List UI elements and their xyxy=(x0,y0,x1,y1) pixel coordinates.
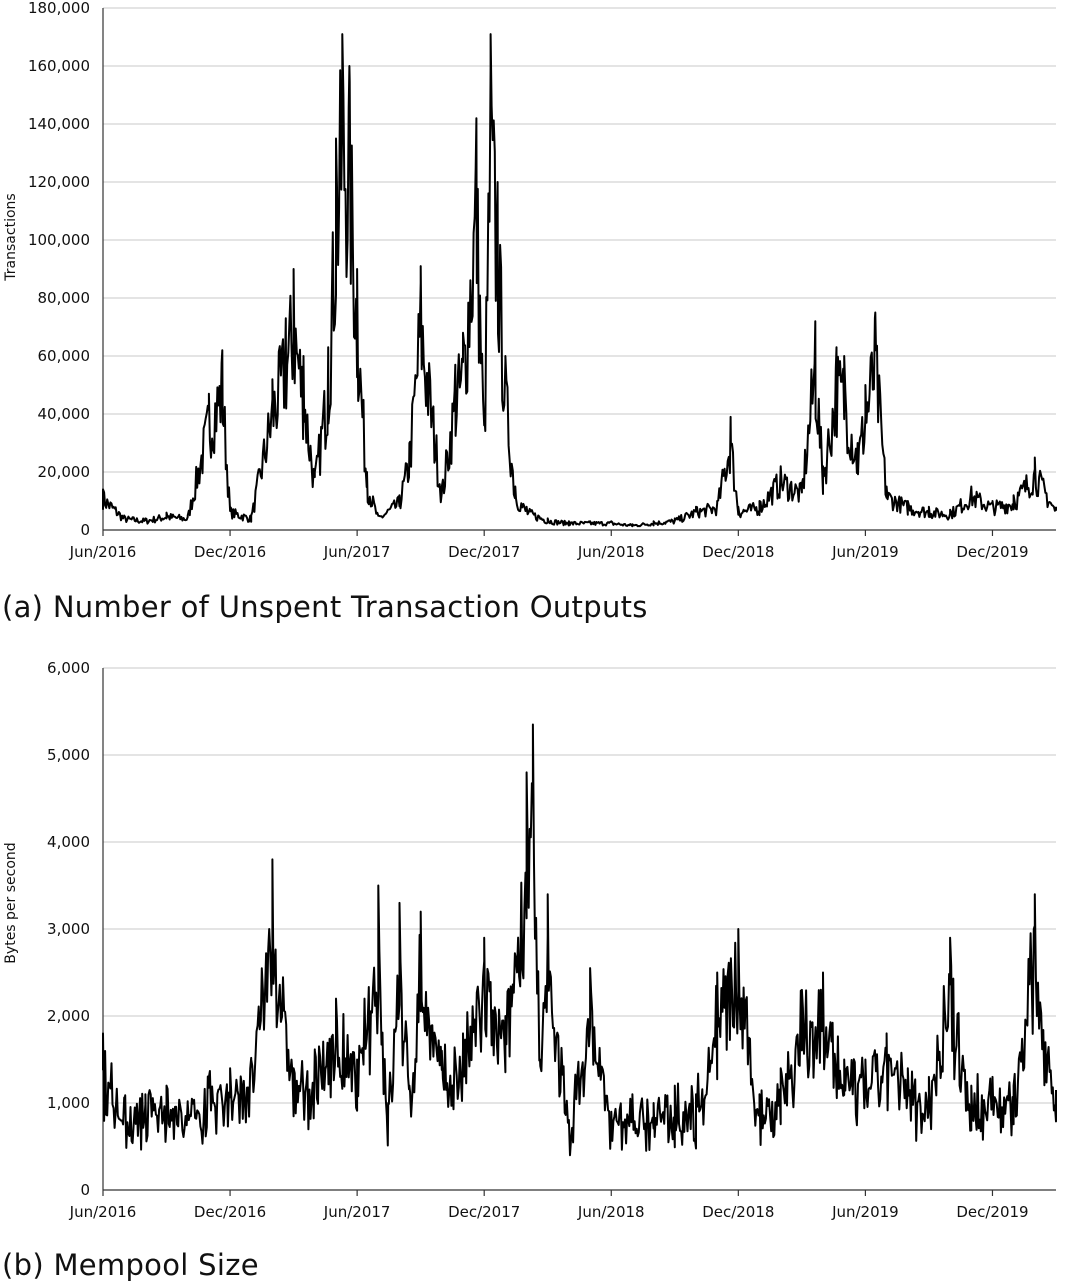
x-tick-label: Jun/2019 xyxy=(831,543,899,561)
y-tick-label: 6,000 xyxy=(47,659,90,677)
series-line xyxy=(102,723,1057,1157)
x-tick-label: Dec/2016 xyxy=(194,543,266,561)
y-tick-label: 20,000 xyxy=(38,463,91,481)
y-axis-label: Transactions xyxy=(3,193,19,281)
y-tick-label: 100,000 xyxy=(28,231,90,249)
y-tick-label: 120,000 xyxy=(28,173,90,191)
y-tick-label: 160,000 xyxy=(28,57,90,75)
y-tick-label: 140,000 xyxy=(28,115,90,133)
y-tick-label: 2,000 xyxy=(47,1007,90,1025)
x-tick-label: Dec/2016 xyxy=(194,1203,266,1221)
y-tick-label: 80,000 xyxy=(38,289,91,307)
y-tick-label: 0 xyxy=(80,1181,90,1199)
x-tick-label: Jun/2019 xyxy=(831,1203,899,1221)
y-tick-label: 5,000 xyxy=(47,746,90,764)
x-tick-label: Dec/2019 xyxy=(956,1203,1028,1221)
y-axis-label: Bytes per second xyxy=(3,842,19,963)
x-tick-label: Jun/2017 xyxy=(323,543,391,561)
x-tick-label: Jun/2018 xyxy=(577,1203,645,1221)
y-tick-label: 0 xyxy=(80,521,90,539)
x-tick-label: Jun/2018 xyxy=(577,543,645,561)
y-tick-label: 3,000 xyxy=(47,920,90,938)
x-tick-label: Dec/2017 xyxy=(448,543,520,561)
mempool-chart: 0 1,000 2,000 3,000 4,000 5,000 6,000 Jun/2016 D… xyxy=(3,659,1057,1221)
x-tick-label: Dec/2019 xyxy=(956,543,1028,561)
series-line xyxy=(102,33,1057,528)
caption-a: (a) Number of Unspent Transaction Output… xyxy=(2,590,648,624)
x-tick-label: Dec/2018 xyxy=(702,1203,774,1221)
y-tick-label: 40,000 xyxy=(38,405,91,423)
x-tick-label: Jun/2016 xyxy=(69,543,137,561)
x-tick-label: Dec/2017 xyxy=(448,1203,520,1221)
utxo-chart: 0 20,000 40,000 60,000 80,000 100,000 120,000 1… xyxy=(3,0,1057,561)
caption-b: (b) Mempool Size xyxy=(2,1248,259,1282)
x-tick-label: Jun/2016 xyxy=(69,1203,137,1221)
y-tick-label: 4,000 xyxy=(47,833,90,851)
x-tick-label: Jun/2017 xyxy=(323,1203,391,1221)
y-tick-label: 1,000 xyxy=(47,1094,90,1112)
y-tick-label: 60,000 xyxy=(38,347,91,365)
y-tick-label: 180,000 xyxy=(28,0,90,17)
x-tick-label: Dec/2018 xyxy=(702,543,774,561)
